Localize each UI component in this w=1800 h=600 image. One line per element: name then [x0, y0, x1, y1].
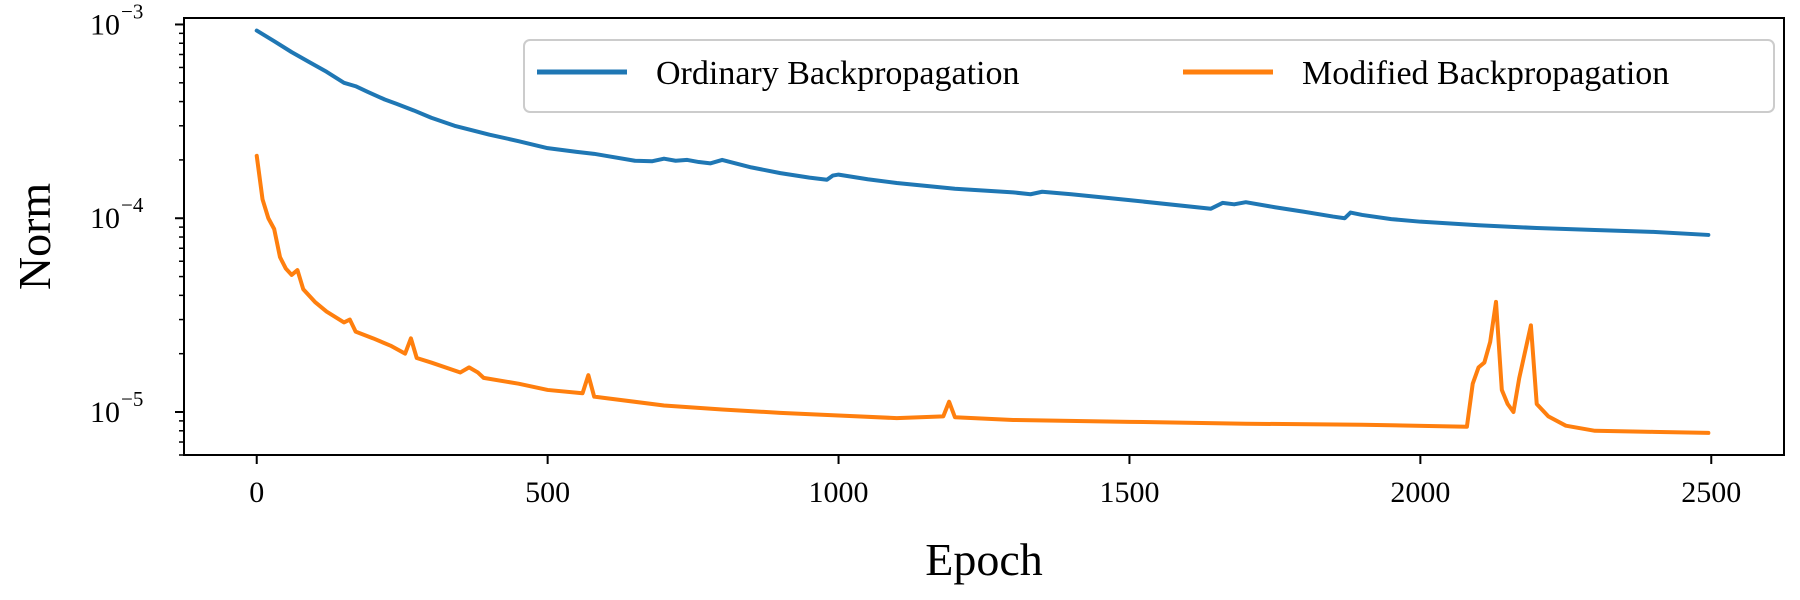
x-tick-label: 1500 — [1099, 476, 1159, 509]
x-tick-label: 2000 — [1390, 476, 1450, 509]
x-tick-label: 2500 — [1681, 476, 1741, 509]
legend-label-ordinary: Ordinary Backpropagation — [656, 55, 1020, 92]
y-tick-label: 10 — [90, 8, 120, 41]
y-axis: 10−310−410−5 — [90, 0, 184, 456]
legend: Ordinary Backpropagation Modified Backpr… — [523, 39, 1775, 113]
legend-label-modified: Modified Backpropagation — [1302, 55, 1669, 92]
y-tick-label: 10 — [90, 396, 120, 429]
series-line-ordinary — [254, 28, 1711, 237]
y-tick-exponent: −3 — [121, 0, 143, 23]
plot-frame — [183, 17, 1785, 456]
y-tick-exponent: −4 — [121, 193, 144, 217]
x-tick-label: 0 — [249, 476, 264, 509]
series-line-modified — [254, 153, 1711, 435]
legend-box — [523, 39, 1775, 113]
plot-lines — [254, 28, 1711, 435]
y-axis-label: Norm — [9, 183, 60, 291]
y-tick-exponent: −5 — [121, 387, 143, 411]
x-axis-label: Epoch — [925, 534, 1043, 585]
x-axis: 0 500 1000 1500 2000 2500 — [249, 455, 1741, 509]
y-tick-label: 10 — [90, 202, 120, 235]
x-tick-label: 500 — [525, 476, 570, 509]
x-tick-label: 1000 — [809, 476, 869, 509]
